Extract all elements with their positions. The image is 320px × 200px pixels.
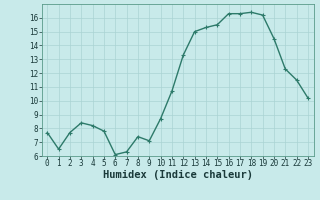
- X-axis label: Humidex (Indice chaleur): Humidex (Indice chaleur): [103, 170, 252, 180]
